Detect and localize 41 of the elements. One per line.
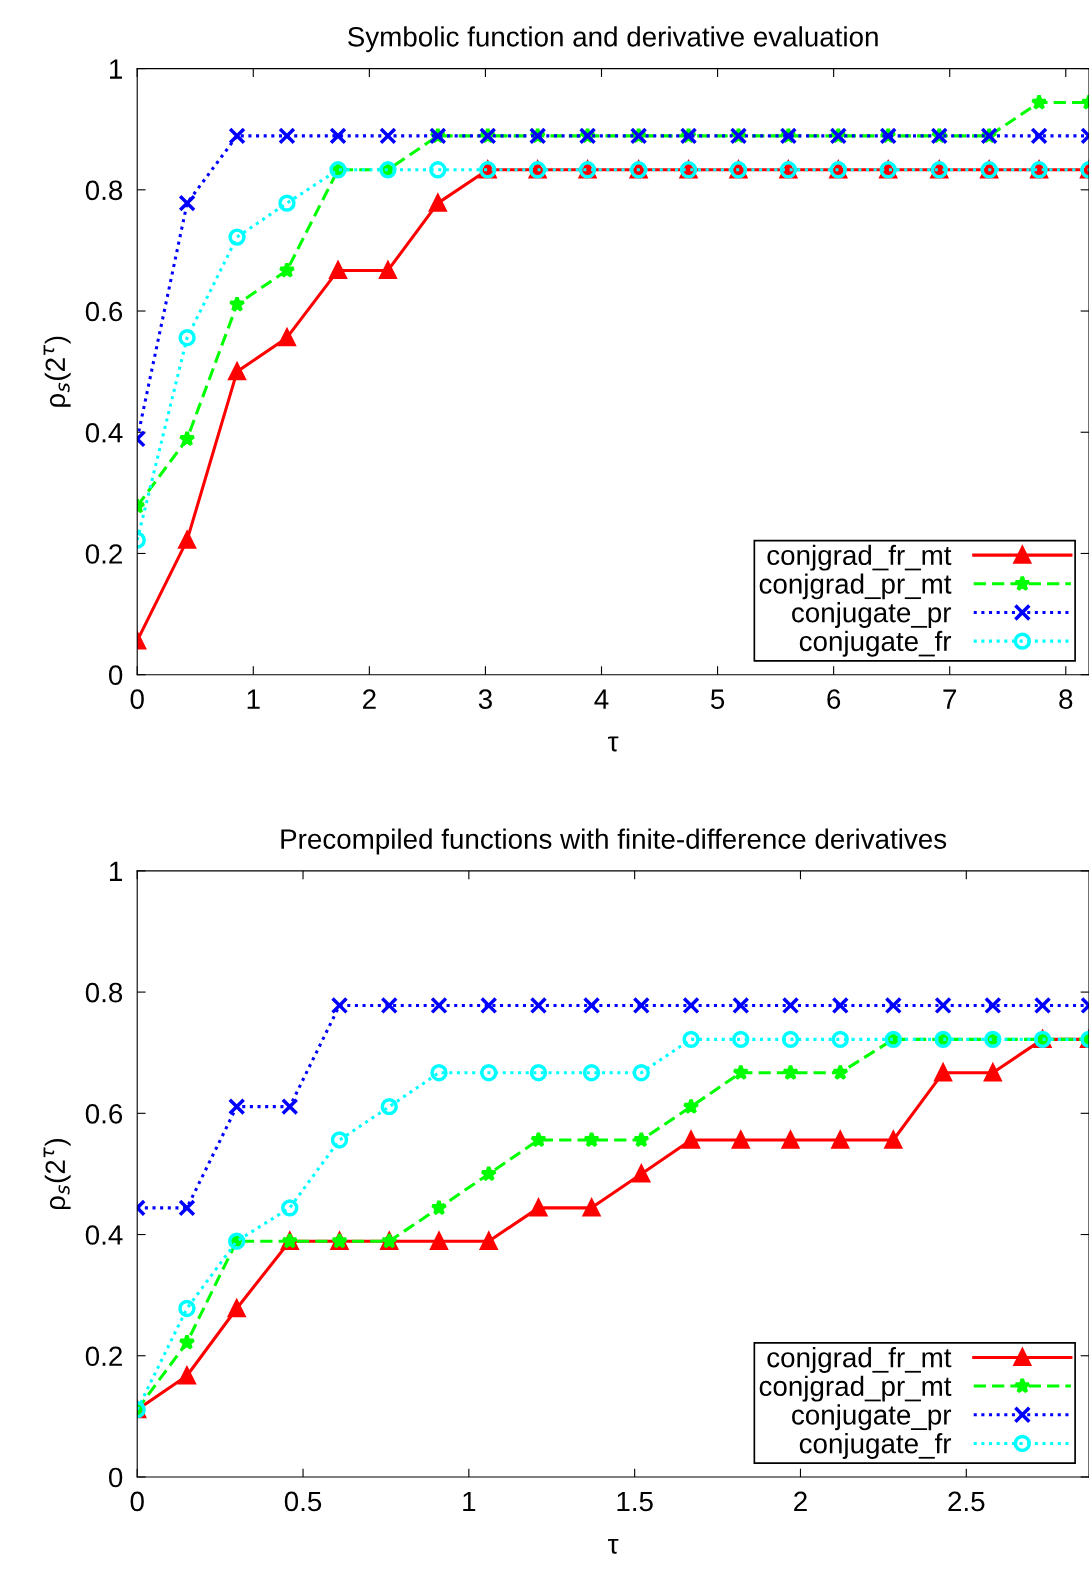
x-tick-label: 7 xyxy=(943,689,957,709)
x-tick-label: 3 xyxy=(478,689,492,709)
x-tick-label: 1 xyxy=(247,689,260,709)
x-tick-label: 4 xyxy=(594,689,609,709)
y-tick-label: 0.2 xyxy=(85,544,122,564)
x-tick-label: 8 xyxy=(1059,689,1073,709)
y-tick-label: 0 xyxy=(108,665,123,686)
legend-label: conjugate_pr xyxy=(792,1404,952,1431)
x-tick-label: 1 xyxy=(463,1491,476,1511)
y-tick-label: 0.2 xyxy=(85,1346,122,1367)
legend-label: conjgrad_fr_mt xyxy=(767,1347,952,1373)
x-axis-title: τ xyxy=(608,1538,619,1554)
x-tick-label: 2 xyxy=(794,1491,807,1511)
y-tick-label: 0.4 xyxy=(85,1225,123,1245)
legend-label: conjugate_pr xyxy=(792,602,952,628)
legend-label: conjugate_fr xyxy=(799,1433,952,1459)
x-tick-label: 0 xyxy=(130,689,144,709)
y-tick-label: 0 xyxy=(108,1467,123,1488)
y-tick-label: 0.6 xyxy=(85,301,123,322)
x-axis-title: τ xyxy=(608,736,619,752)
y-tick-label: 0.6 xyxy=(85,1103,123,1124)
y-axis-title: ρ$_{s}$(2$^{τ}$) xyxy=(43,1138,71,1210)
x-tick-label: 0 xyxy=(130,1491,144,1512)
x-tick-label: 2.5 xyxy=(948,1491,985,1512)
x-tick-label: 0.5 xyxy=(284,1491,322,1512)
legend-label: conjgrad_pr_mt xyxy=(759,573,952,600)
x-tick-label: 6 xyxy=(827,689,841,709)
y-tick-label: 1 xyxy=(110,59,122,79)
chart-title: Precompiled functions with finite-difference derivatives xyxy=(281,828,947,855)
y-axis-title: ρ$_{s}$(2$^{τ}$) xyxy=(43,336,71,407)
y-tick-label: 1 xyxy=(110,861,122,881)
x-tick-label: 2 xyxy=(363,689,376,709)
legend-label: conjugate_fr xyxy=(799,630,952,657)
x-tick-label: 5 xyxy=(710,689,725,709)
legend-label: conjgrad_pr_mt xyxy=(759,1375,952,1402)
legend-label: conjgrad_fr_mt xyxy=(767,544,952,571)
y-tick-label: 0.8 xyxy=(85,982,123,1003)
chart-title: Symbolic function and derivative evaluation xyxy=(348,26,878,53)
y-tick-label: 0.4 xyxy=(85,422,123,443)
x-tick-label: 1.5 xyxy=(617,1491,653,1512)
y-tick-label: 0.8 xyxy=(85,180,123,201)
